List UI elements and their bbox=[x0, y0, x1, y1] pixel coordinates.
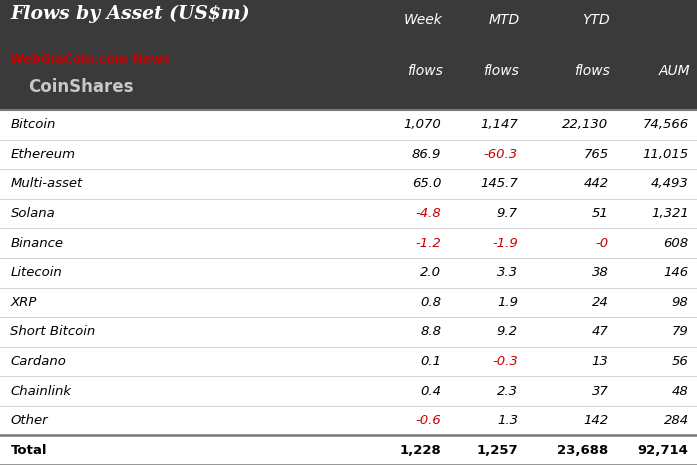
Bar bbox=[0, 199, 697, 228]
Text: Short Bitcoin: Short Bitcoin bbox=[10, 326, 95, 339]
Bar bbox=[0, 169, 697, 199]
Text: -1.2: -1.2 bbox=[415, 237, 441, 250]
Text: Chainlink: Chainlink bbox=[10, 385, 72, 398]
Text: AUM: AUM bbox=[659, 64, 690, 78]
Text: 0.4: 0.4 bbox=[420, 385, 441, 398]
Text: 24: 24 bbox=[592, 296, 608, 309]
Bar bbox=[0, 317, 697, 347]
Text: -1.9: -1.9 bbox=[492, 237, 518, 250]
Text: 0.8: 0.8 bbox=[420, 296, 441, 309]
Text: 765: 765 bbox=[583, 148, 608, 161]
Text: CoinShares: CoinShares bbox=[28, 79, 133, 96]
Bar bbox=[0, 287, 697, 317]
Bar bbox=[0, 140, 697, 169]
Text: 4,493: 4,493 bbox=[651, 178, 689, 191]
Text: -0.3: -0.3 bbox=[492, 355, 518, 368]
Bar bbox=[0, 347, 697, 376]
Text: MTD: MTD bbox=[488, 13, 519, 27]
Text: 23,688: 23,688 bbox=[557, 444, 608, 457]
Text: 9.7: 9.7 bbox=[497, 207, 518, 220]
Text: Binance: Binance bbox=[10, 237, 63, 250]
Text: 56: 56 bbox=[672, 355, 689, 368]
Text: flows: flows bbox=[407, 64, 443, 78]
Text: Other: Other bbox=[10, 414, 48, 427]
Bar bbox=[0, 110, 697, 140]
Text: 1,321: 1,321 bbox=[651, 207, 689, 220]
Text: 0.1: 0.1 bbox=[420, 355, 441, 368]
Text: 47: 47 bbox=[592, 326, 608, 339]
Text: Total: Total bbox=[10, 444, 47, 457]
Text: 142: 142 bbox=[583, 414, 608, 427]
Text: Litecoin: Litecoin bbox=[10, 266, 62, 279]
Text: 1,228: 1,228 bbox=[399, 444, 441, 457]
Text: 1.3: 1.3 bbox=[497, 414, 518, 427]
Text: Multi-asset: Multi-asset bbox=[10, 178, 83, 191]
Text: 65.0: 65.0 bbox=[412, 178, 441, 191]
Text: -4.8: -4.8 bbox=[415, 207, 441, 220]
Text: YTD: YTD bbox=[582, 13, 610, 27]
Text: 145.7: 145.7 bbox=[480, 178, 518, 191]
Bar bbox=[0, 376, 697, 406]
Text: 74,566: 74,566 bbox=[643, 118, 689, 131]
Text: 79: 79 bbox=[672, 326, 689, 339]
Text: Cardano: Cardano bbox=[10, 355, 66, 368]
Text: 37: 37 bbox=[592, 385, 608, 398]
Text: 2.0: 2.0 bbox=[420, 266, 441, 279]
Text: 2.3: 2.3 bbox=[497, 385, 518, 398]
Text: XRP: XRP bbox=[10, 296, 37, 309]
Text: 13: 13 bbox=[592, 355, 608, 368]
Text: 22,130: 22,130 bbox=[562, 118, 608, 131]
Text: 1,257: 1,257 bbox=[476, 444, 518, 457]
Text: 8.8: 8.8 bbox=[420, 326, 441, 339]
Text: 608: 608 bbox=[664, 237, 689, 250]
Text: WebGiaCoin.com News: WebGiaCoin.com News bbox=[10, 53, 170, 66]
Text: flows: flows bbox=[484, 64, 519, 78]
Text: 86.9: 86.9 bbox=[412, 148, 441, 161]
Text: -0.6: -0.6 bbox=[415, 414, 441, 427]
Text: 92,714: 92,714 bbox=[638, 444, 689, 457]
Text: flows: flows bbox=[574, 64, 610, 78]
Text: 1,070: 1,070 bbox=[404, 118, 441, 131]
Text: Ethereum: Ethereum bbox=[10, 148, 75, 161]
Text: 48: 48 bbox=[672, 385, 689, 398]
Bar bbox=[0, 258, 697, 287]
Text: Solana: Solana bbox=[10, 207, 55, 220]
Text: 442: 442 bbox=[583, 178, 608, 191]
Text: 11,015: 11,015 bbox=[643, 148, 689, 161]
Bar bbox=[0, 228, 697, 258]
Text: 1.9: 1.9 bbox=[497, 296, 518, 309]
Text: 51: 51 bbox=[592, 207, 608, 220]
Text: -60.3: -60.3 bbox=[484, 148, 518, 161]
Bar bbox=[0, 0, 697, 110]
Text: 9.2: 9.2 bbox=[497, 326, 518, 339]
Bar bbox=[0, 406, 697, 435]
Text: 1,147: 1,147 bbox=[480, 118, 518, 131]
Text: -0: -0 bbox=[595, 237, 608, 250]
Text: Bitcoin: Bitcoin bbox=[10, 118, 56, 131]
Text: Flows by Asset (US$m): Flows by Asset (US$m) bbox=[10, 5, 250, 23]
Text: 98: 98 bbox=[672, 296, 689, 309]
Text: 38: 38 bbox=[592, 266, 608, 279]
Text: 284: 284 bbox=[664, 414, 689, 427]
Bar bbox=[0, 435, 697, 465]
Text: Week: Week bbox=[404, 13, 443, 27]
Text: 146: 146 bbox=[664, 266, 689, 279]
Text: 3.3: 3.3 bbox=[497, 266, 518, 279]
